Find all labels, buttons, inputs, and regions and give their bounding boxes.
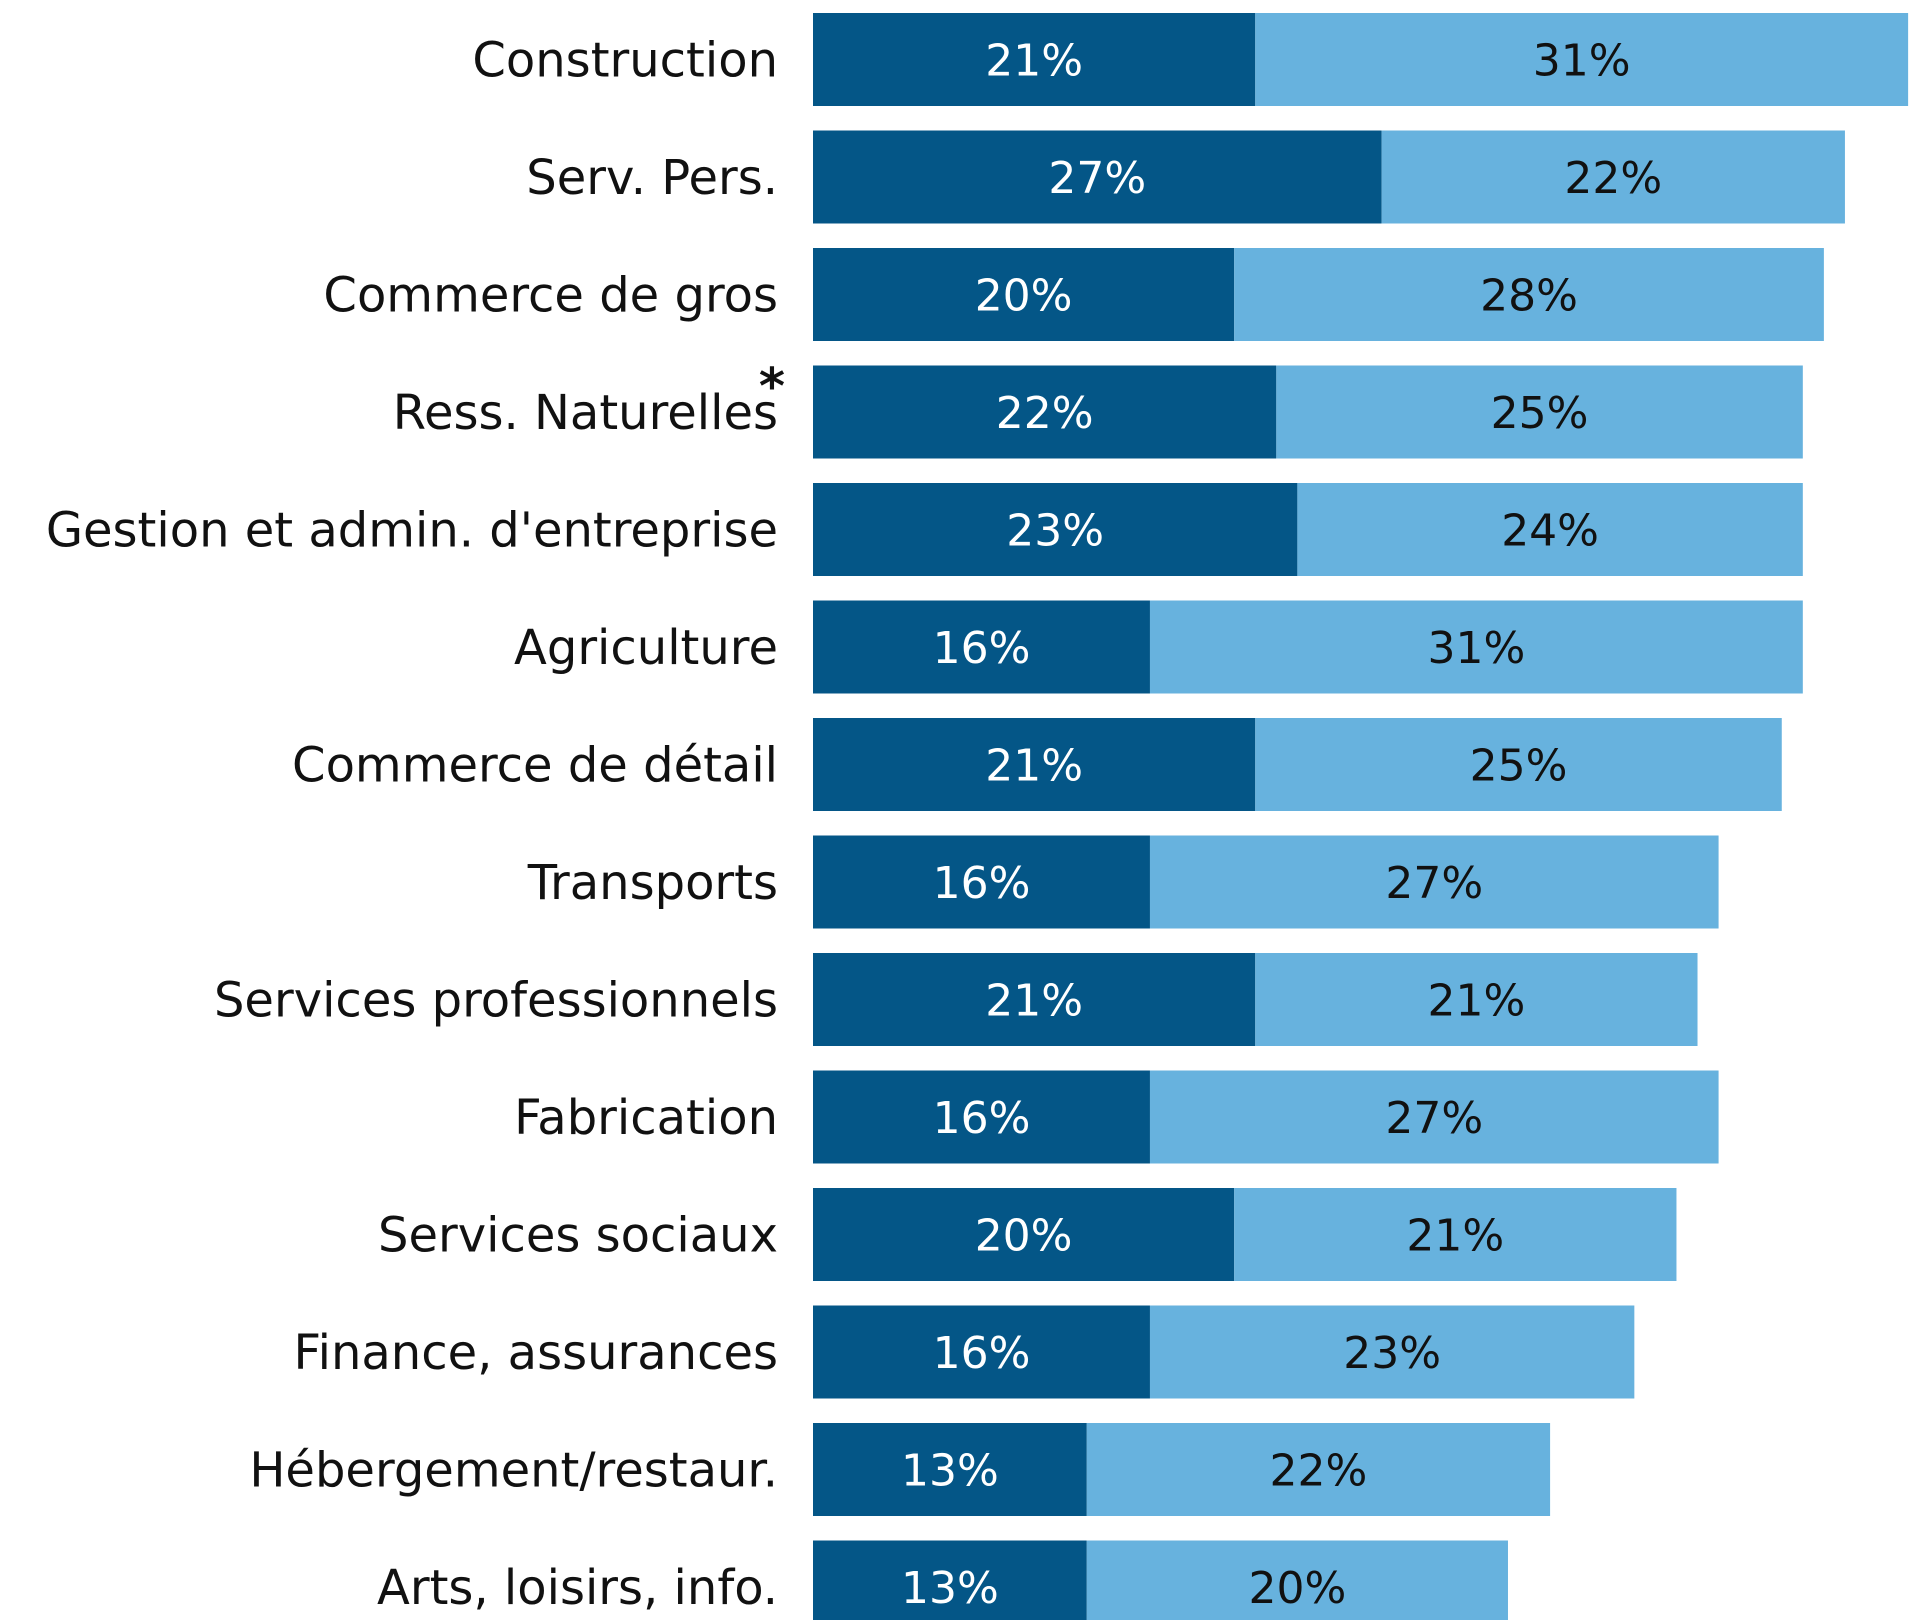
value-label-series-1: 20%: [975, 1211, 1073, 1262]
category-label: Finance, assurances: [294, 1325, 779, 1381]
value-label-series-1: 16%: [933, 623, 1031, 674]
category-label: Gestion et admin. d'entreprise: [46, 503, 778, 559]
value-label-series-1: 20%: [975, 271, 1073, 322]
bar-segment-series-2: [1086, 1423, 1551, 1516]
category-label: Commerce de gros: [323, 268, 778, 324]
bar-segment-series-2: [1255, 718, 1782, 811]
value-labels: 21% 31% 27% 22% 20% 28% 22% 25% 23% 24% 16% 31% 21% 2…: [901, 36, 1662, 1615]
bar-segment-series-1: [813, 130, 1382, 224]
bar-segment-series-2: [1149, 1305, 1635, 1399]
value-label-series-2: 20%: [1248, 1563, 1346, 1614]
value-label-series-2: 28%: [1480, 271, 1578, 322]
bar-segment-series-1: [813, 13, 1256, 106]
bar-segment-series-2: [1381, 130, 1845, 224]
category-label: Services professionnels: [214, 973, 778, 1029]
category-label: Agriculture: [514, 620, 778, 676]
bar-segment-series-2: [1149, 835, 1719, 929]
category-label: Services sociaux: [378, 1208, 778, 1264]
value-label-series-2: 25%: [1491, 388, 1589, 439]
value-label-series-1: 21%: [985, 741, 1083, 792]
value-label-series-2: 22%: [1270, 1446, 1368, 1497]
category-label: Ress. Naturelles: [393, 385, 778, 441]
footnote-asterisk: *: [759, 358, 785, 416]
value-label-series-2: 27%: [1385, 1093, 1483, 1144]
bar-segment-series-1: [813, 1305, 1150, 1399]
bar-segment-series-1: [813, 365, 1277, 459]
category-label: Fabrication: [514, 1090, 778, 1146]
category-label: Commerce de détail: [292, 738, 778, 794]
bar-segment-series-2: [1086, 1540, 1508, 1620]
bar-segment-series-2: [1255, 953, 1698, 1046]
bar-segment-series-2: [1276, 365, 1803, 459]
bar-segment-series-2: [1149, 1070, 1719, 1164]
bars: [813, 13, 1909, 1620]
category-labels: Construction Serv. Pers. Commerce de gros R…: [46, 33, 785, 1617]
bar-segment-series-2: [1255, 13, 1909, 106]
value-label-series-2: 24%: [1501, 506, 1599, 557]
category-label: Construction: [472, 33, 778, 89]
category-label: Serv. Pers.: [526, 150, 778, 206]
value-label-series-1: 13%: [901, 1446, 999, 1497]
value-label-series-2: 27%: [1385, 858, 1483, 909]
value-label-series-2: 22%: [1564, 153, 1662, 204]
value-label-series-1: 23%: [1006, 506, 1104, 557]
value-label-series-1: 16%: [933, 1328, 1031, 1379]
bar-segment-series-1: [813, 718, 1256, 811]
category-label: Hébergement/restaur.: [249, 1443, 778, 1499]
value-label-series-2: 31%: [1533, 36, 1631, 87]
value-label-series-2: 21%: [1427, 976, 1525, 1027]
bar-segment-series-1: [813, 600, 1150, 694]
value-label-series-2: 25%: [1470, 741, 1568, 792]
category-label: Arts, loisirs, info.: [377, 1560, 778, 1616]
value-label-series-1: 13%: [901, 1563, 999, 1614]
bar-segment-series-2: [1234, 1188, 1677, 1281]
bar-segment-series-1: [813, 953, 1256, 1046]
bar-segment-series-1: [813, 1070, 1150, 1164]
value-label-series-1: 16%: [933, 1093, 1031, 1144]
bar-segment-series-1: [813, 1188, 1235, 1281]
value-label-series-1: 21%: [985, 976, 1083, 1027]
bar-segment-series-1: [813, 483, 1298, 576]
value-label-series-1: 16%: [933, 858, 1031, 909]
bar-segment-series-1: [813, 1423, 1087, 1516]
value-label-series-1: 22%: [996, 388, 1094, 439]
bar-segment-series-2: [1234, 248, 1824, 341]
value-label-series-2: 21%: [1406, 1211, 1504, 1262]
value-label-series-2: 23%: [1343, 1328, 1441, 1379]
value-label-series-2: 31%: [1427, 623, 1525, 674]
bar-segment-series-1: [813, 835, 1150, 929]
bar-segment-series-1: [813, 1540, 1087, 1620]
bar-segment-series-2: [1149, 600, 1803, 694]
category-label: Transports: [527, 855, 778, 911]
value-label-series-1: 21%: [985, 36, 1083, 87]
bar-segment-series-2: [1297, 483, 1803, 576]
value-label-series-1: 27%: [1048, 153, 1146, 204]
bar-segment-series-1: [813, 248, 1235, 341]
